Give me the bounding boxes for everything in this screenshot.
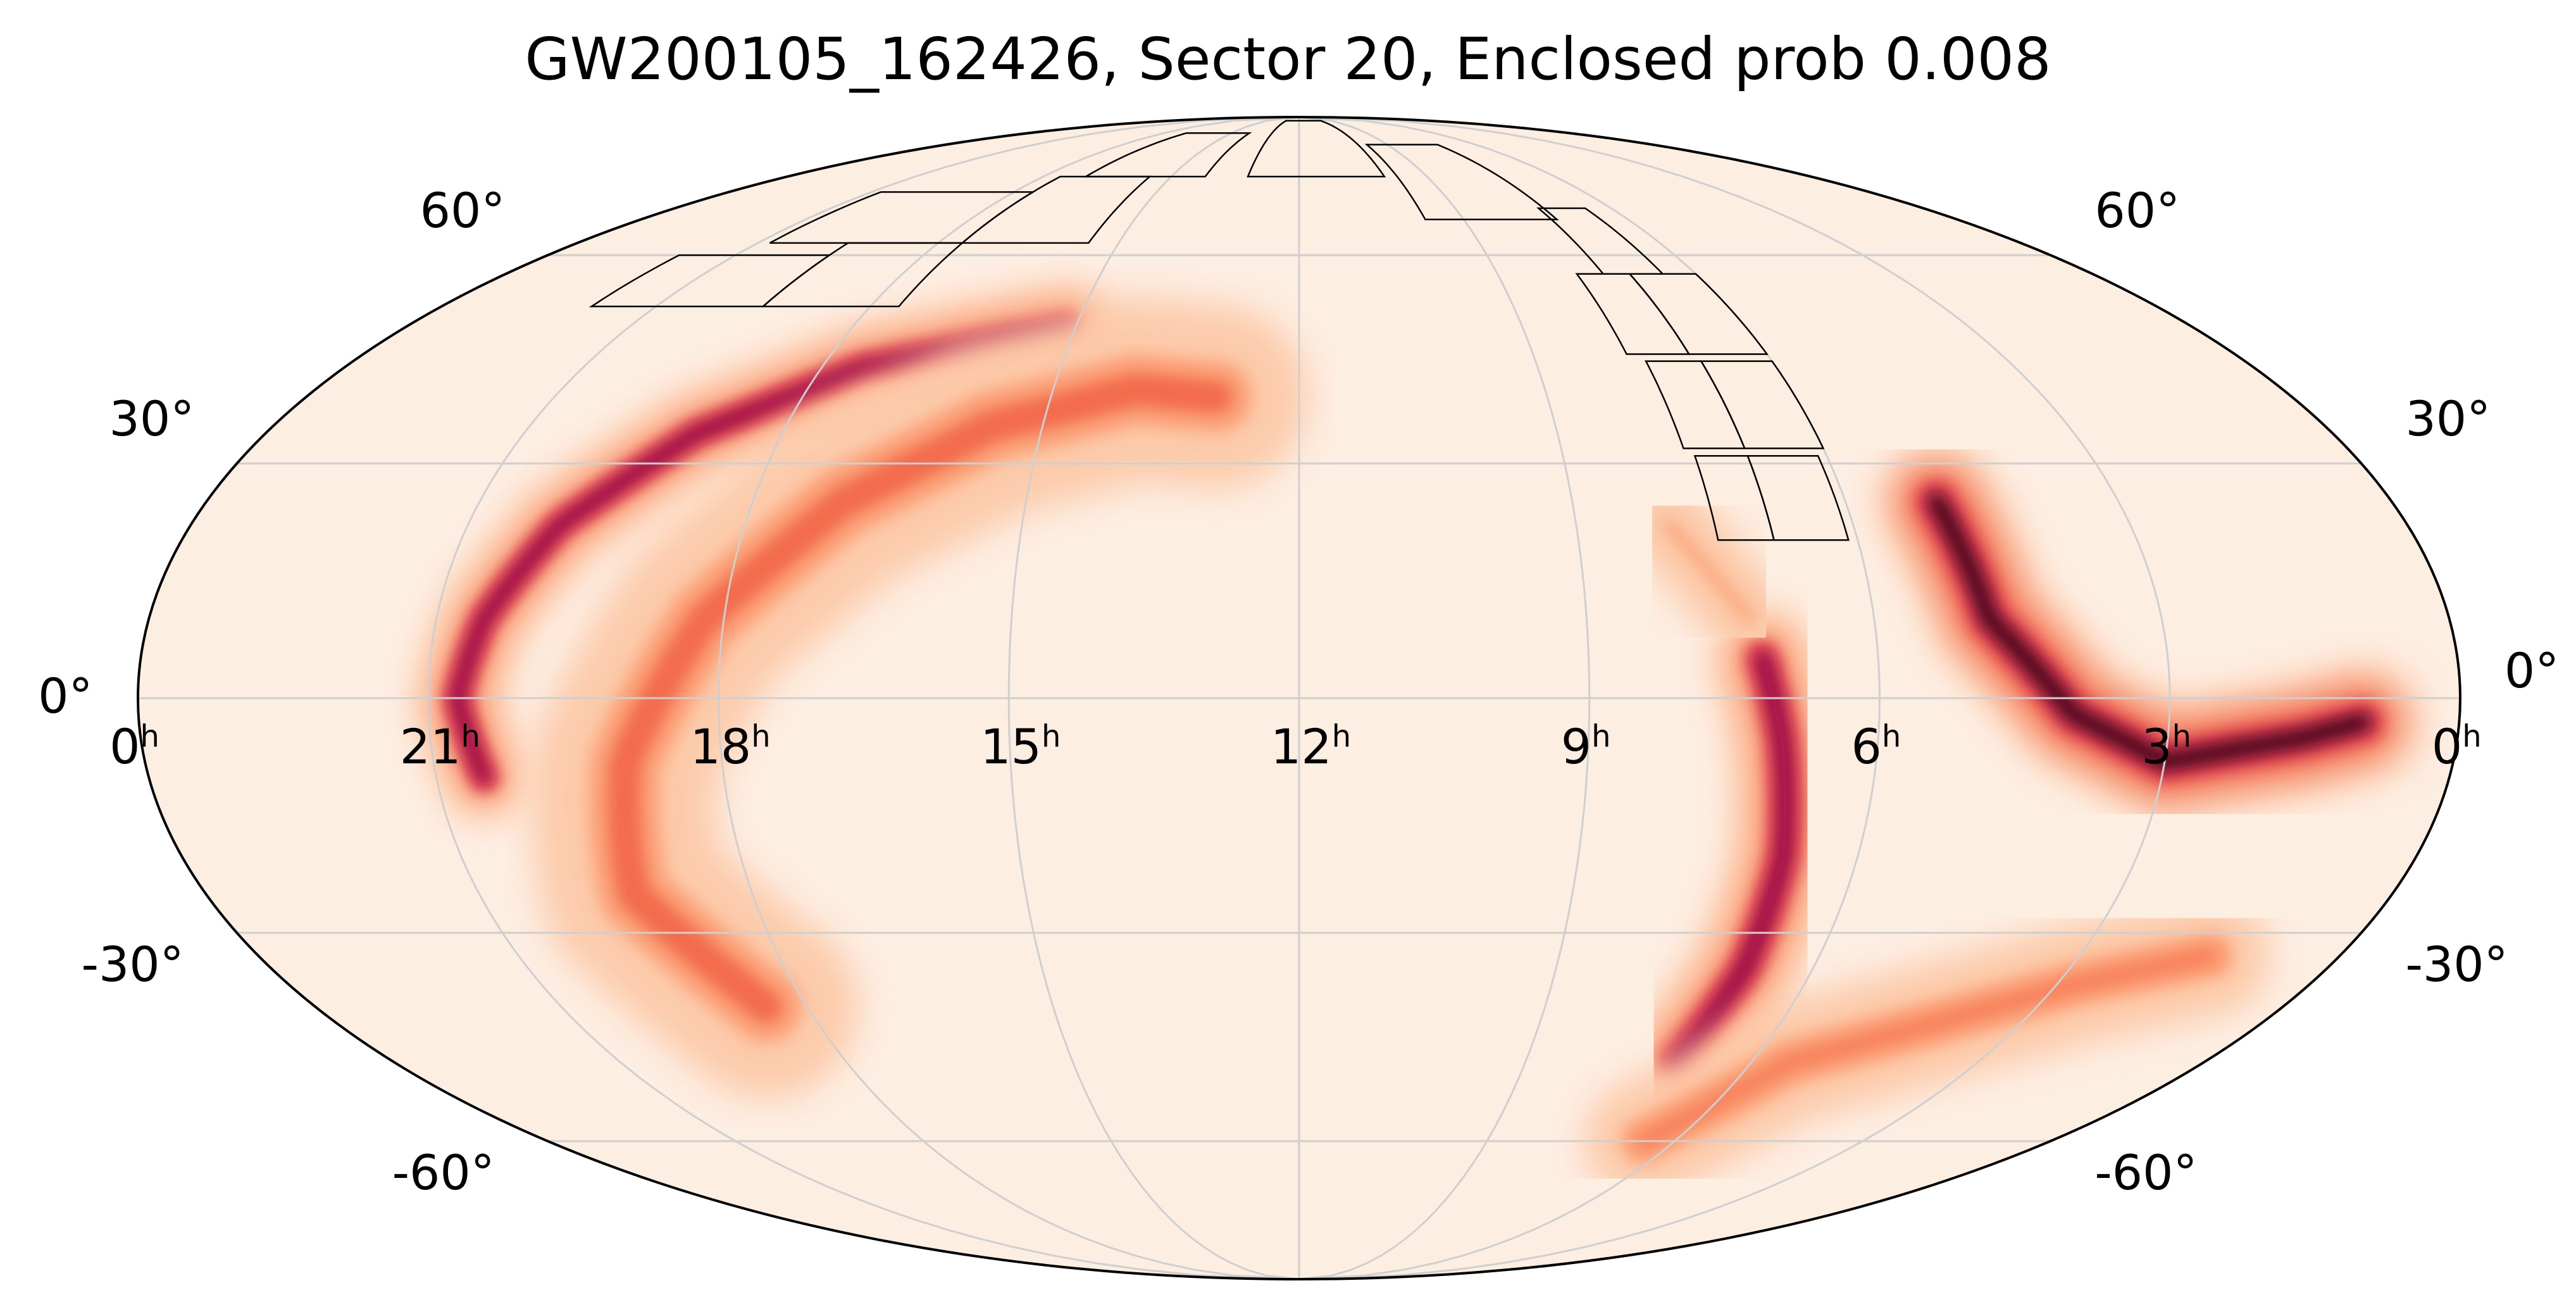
ccd-cell-12 (1700, 360, 1825, 449)
ra-tick-value: 0 (2431, 718, 2463, 775)
ra-tick-value: 3 (2141, 718, 2172, 775)
ra-tick-unit: h (1041, 718, 1061, 754)
region-layer (1672, 654, 1789, 1067)
dec-tick-label-right: 0° (2504, 642, 2560, 699)
ra-tick-value: 21 (399, 718, 461, 775)
dec-tick-label-left: 30° (109, 391, 195, 447)
ra-tick-unit: h (1331, 718, 1352, 754)
ra-tick-value: 15 (980, 718, 1042, 775)
region-layer (1664, 520, 1755, 623)
ra-tick-unit: h (1881, 718, 1901, 754)
dec-tick-label-left: 0° (38, 668, 93, 724)
dec-tick-label-left: 60° (420, 182, 506, 239)
ccd-cell-14 (1746, 455, 1850, 541)
meridian-6h (1298, 117, 1881, 1279)
meridian-9h (1298, 117, 1591, 1279)
probability-regions (415, 284, 2422, 1200)
ccd-cell-7 (1364, 144, 1559, 221)
dec-tick-label-right: -60° (2094, 1144, 2198, 1201)
ra-tick-value: 6 (1851, 718, 1882, 775)
ra-tick-label: 6h (1851, 718, 1901, 775)
ra-tick-label: 9h (1561, 718, 1611, 775)
meridian-3h (1298, 117, 2171, 1279)
sky-border (137, 116, 2461, 1280)
ra-tick-label: 0h (109, 718, 159, 775)
region-upper-diffuse (1601, 457, 1817, 686)
ccd-cell-5 (1083, 132, 1252, 178)
ra-tick-label: 21h (400, 718, 480, 775)
region-layer (618, 383, 1223, 1013)
ra-tick-unit: h (751, 718, 771, 754)
ra-tick-unit: h (1591, 718, 1611, 754)
meridian-18h (717, 117, 1300, 1279)
ra-tick-value: 12 (1271, 718, 1332, 775)
ra-tick-unit: h (2172, 718, 2192, 754)
ra-tick-unit: h (2462, 718, 2482, 754)
dec-tick-label-right: -30° (2405, 935, 2508, 992)
ra-tick-label: 18h (690, 718, 771, 775)
region-layer (1932, 497, 2367, 766)
chart-title: GW200105_162426, Sector 20, Enclosed pro… (525, 25, 2051, 93)
dec-tick-label-right: 30° (2405, 391, 2491, 447)
ra-tick-unit: h (461, 718, 480, 754)
region-layer (1639, 951, 2215, 1146)
ra-tick-value: 18 (690, 718, 752, 775)
ra-tick-value: 9 (1560, 718, 1592, 775)
ccd-cell-6 (1247, 120, 1386, 178)
region-northern-arc-outer (532, 297, 1309, 1099)
dec-tick-label-left: -30° (81, 935, 184, 992)
dec-tick-label-right: 60° (2094, 182, 2181, 239)
ra-tick-label: 12h (1271, 718, 1351, 775)
ra-tick-label: 0h (2432, 718, 2482, 775)
ra-tick-label: 3h (2141, 718, 2191, 775)
ccd-cell-10 (1627, 273, 1769, 355)
tess-footprint (588, 120, 1850, 541)
ra-tick-label: 15h (980, 718, 1061, 775)
meridian-15h (1007, 117, 1300, 1279)
region-right-blob (1877, 442, 2422, 821)
ra-tick-value: 0 (109, 718, 140, 775)
graticule (138, 117, 2460, 1279)
region-southern-band (1584, 896, 2269, 1200)
region-vertical-band (1625, 608, 1836, 1113)
ra-tick-unit: h (140, 718, 159, 754)
dec-tick-label-left: -60° (392, 1144, 495, 1201)
